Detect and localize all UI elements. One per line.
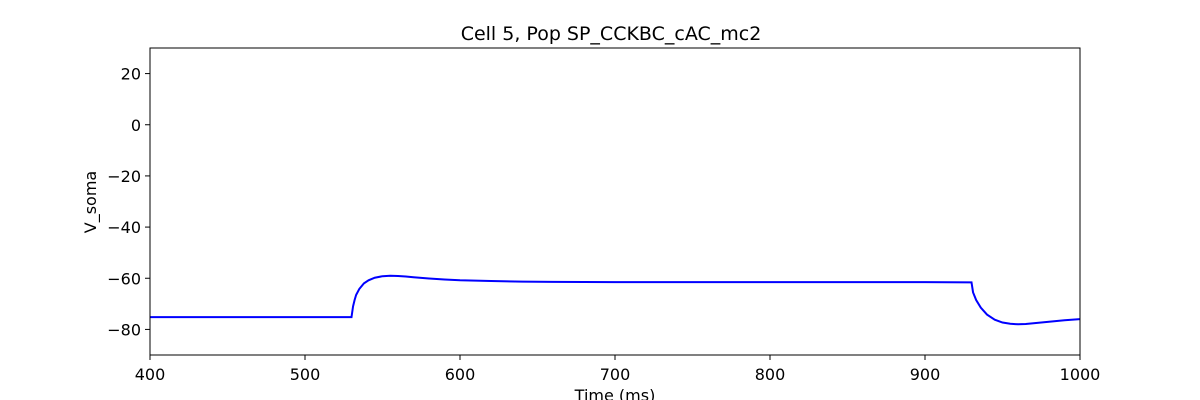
x-axis-label: Time (ms) [574, 386, 656, 400]
axes-frame [149, 47, 1081, 356]
y-tick-label: 20 [121, 65, 141, 84]
x-tick-label: 700 [600, 365, 631, 384]
plot-area [149, 47, 1081, 356]
y-axis-label: V_soma [81, 171, 101, 233]
x-tick-label: 500 [290, 365, 321, 384]
series-line [150, 274, 1081, 326]
y-tick-label: −80 [107, 320, 141, 339]
x-tick-label: 600 [445, 365, 476, 384]
x-axis: 400 500 600 700 800 900 1000 [135, 355, 1101, 384]
x-tick-label: 900 [910, 365, 941, 384]
y-tick-label: 0 [131, 116, 141, 135]
y-axis: −80 −60 −40 −20 0 20 [107, 65, 150, 339]
y-tick-label: −40 [107, 218, 141, 237]
y-tick-label: −60 [107, 269, 141, 288]
chart-title: Cell 5, Pop SP_CCKBC_cAC_mc2 [461, 23, 762, 45]
y-tick-label: −20 [107, 167, 141, 186]
x-tick-label: 800 [755, 365, 786, 384]
x-tick-label: 1000 [1060, 365, 1101, 384]
x-tick-label: 400 [135, 365, 166, 384]
